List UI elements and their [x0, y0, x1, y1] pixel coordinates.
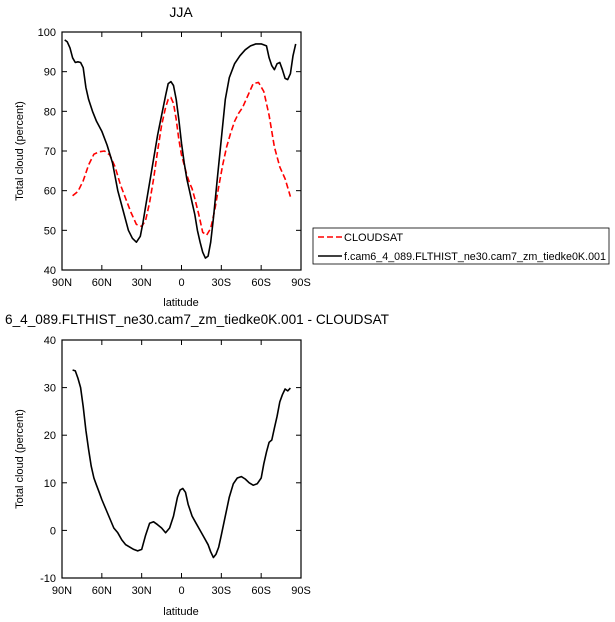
legend-label-model: f.cam6_4_089.FLTHIST_ne30.cam7_zm_tiedke… [344, 251, 606, 263]
top-chart-y-tick-label: 40 [44, 265, 56, 277]
top-chart-x-tick-label: 90S [291, 277, 311, 289]
top-chart-x-tick-label: 60S [251, 277, 271, 289]
bottom-chart-x-tick-label: 30S [212, 585, 232, 597]
top-chart-series [64, 39, 297, 259]
bottom-chart-x-tick-label: 30N [132, 585, 152, 597]
top-chart-x-tick-label: 90N [52, 277, 72, 289]
legend-label-cloudsat: CLOUDSAT [344, 232, 403, 244]
bottom-chart-x-tick-label: 90N [52, 585, 72, 597]
top-chart-x-tick-label: 30N [132, 277, 152, 289]
bottom-chart-y-tick-label: 30 [44, 383, 56, 395]
bottom-chart-y-tick-label: -10 [40, 573, 56, 585]
top-chart-y-tick-label: 70 [44, 146, 56, 158]
top-chart-y-tick-label: 100 [38, 27, 56, 39]
bottom-chart-y-axis-label: Total cloud (percent) [14, 409, 26, 509]
top-chart-panel: JJA 90N 60N 30N 0 30S 60S 90S 40 50 60 70 80 90 100 l… [14, 4, 311, 309]
legend: CLOUDSAT f.cam6_4_089.FLTHIST_ne30.cam7_… [312, 227, 610, 265]
bottom-chart-x-axis-label: latitude [163, 606, 198, 618]
bottom-chart-y-tick-label: 10 [44, 478, 56, 490]
bottom-chart-series [72, 369, 291, 559]
top-chart-x-tick-label: 0 [178, 277, 184, 289]
top-chart-x-axis-label: latitude [163, 297, 198, 309]
model-series-line [64, 39, 297, 259]
top-chart-y-tick-label: 90 [44, 67, 56, 79]
difference-series-line [72, 369, 291, 559]
legend-box [312, 227, 610, 265]
top-chart-y-axis-label: Total cloud (percent) [14, 101, 26, 201]
bottom-chart-y-tick-label: 40 [44, 335, 56, 347]
top-chart-x-tick-label: 60N [92, 277, 112, 289]
top-chart-y-tick-label: 60 [44, 186, 56, 198]
bottom-chart-x-tick-label: 60S [251, 585, 271, 597]
bottom-chart-y-tick-label: 20 [44, 430, 56, 442]
bottom-chart-x-tick-label: 90S [291, 585, 311, 597]
bottom-chart-panel: 6_4_089.FLTHIST_ne30.cam7_zm_tiedke0K.00… [5, 311, 389, 618]
bottom-chart-y-tick-label: 0 [50, 525, 56, 537]
top-chart-ticks: 90N 60N 30N 0 30S 60S 90S 40 50 60 70 80 90 100 [38, 27, 311, 289]
bottom-chart-x-tick-label: 0 [178, 585, 184, 597]
top-chart-x-tick-label: 30S [212, 277, 232, 289]
top-chart-title: JJA [169, 4, 193, 20]
bottom-chart-ticks: 90N 60N 30N 0 30S 60S 90S -10 0 10 20 30 40 [40, 335, 311, 597]
top-chart-y-tick-label: 50 [44, 225, 56, 237]
bottom-chart-x-tick-label: 60N [92, 585, 112, 597]
bottom-chart-title: 6_4_089.FLTHIST_ne30.cam7_zm_tiedke0K.00… [5, 311, 389, 327]
top-chart-y-tick-label: 80 [44, 106, 56, 118]
cloudsat-series-line [72, 81, 292, 236]
